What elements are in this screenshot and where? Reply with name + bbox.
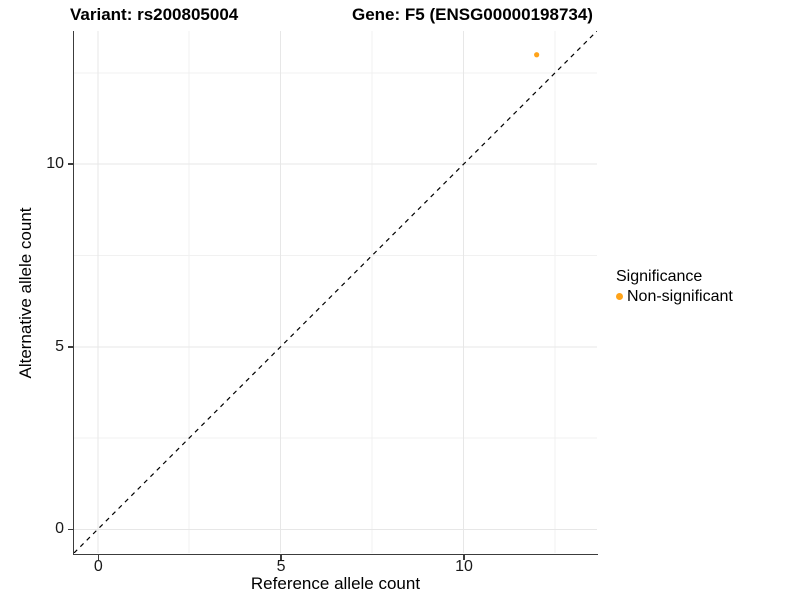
identity-dashed-line [74,31,597,553]
x-tick-label: 10 [455,558,473,575]
legend-point-icon [616,293,623,300]
y-tick-label: 0 [55,520,64,538]
plot-panel [73,31,598,555]
y-axis-tick [68,346,73,348]
major-gridlines [74,31,597,553]
y-axis-title: Alternative allele count [16,207,35,379]
x-axis-title: Reference allele count [250,574,421,593]
legend-title: Significance [616,268,703,285]
variant-title: Variant: rs200805004 [70,5,239,24]
x-axis-tick [280,555,282,560]
x-axis-tick [97,555,100,560]
y-axis-tick [68,528,73,531]
plot-canvas [74,31,597,553]
gene-title: Gene: F5 (ENSG00000198734) [352,5,593,24]
legend-item-non-significant: Non-significant [616,287,733,306]
legend-item-label: Non-significant [627,288,733,305]
y-tick-label: 5 [55,337,64,355]
y-axis-tick [68,163,73,165]
minor-gridlines [74,31,597,553]
data-point [534,52,540,58]
x-axis-tick [463,555,465,560]
x-tick-label: 0 [93,558,103,575]
y-tick-label: 10 [46,155,64,173]
legend: Significance Non-significant [616,267,733,306]
x-tick-label: 5 [276,558,286,575]
